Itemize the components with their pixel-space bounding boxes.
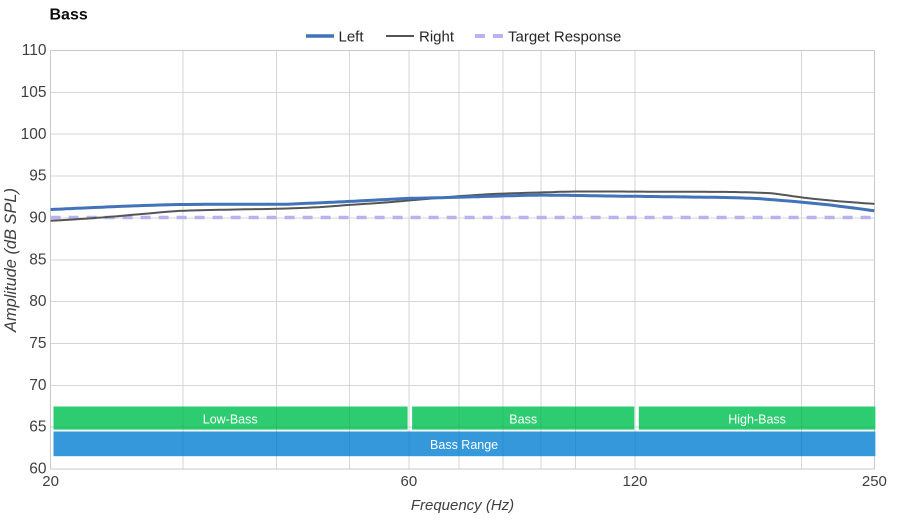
- svg-text:120: 120: [622, 473, 647, 490]
- svg-text:90: 90: [29, 210, 47, 227]
- svg-text:95: 95: [29, 168, 46, 185]
- svg-text:Low-Bass: Low-Bass: [203, 412, 258, 426]
- svg-text:Amplitude (dB SPL): Amplitude (dB SPL): [2, 188, 20, 333]
- svg-text:80: 80: [29, 293, 47, 310]
- svg-text:105: 105: [21, 84, 47, 101]
- svg-text:250: 250: [862, 473, 887, 490]
- svg-text:60: 60: [401, 473, 418, 490]
- svg-text:Bass: Bass: [50, 6, 88, 23]
- svg-text:75: 75: [29, 335, 46, 352]
- svg-text:20: 20: [42, 473, 59, 490]
- svg-text:100: 100: [21, 126, 47, 143]
- svg-text:70: 70: [29, 377, 47, 394]
- svg-text:60: 60: [29, 461, 47, 478]
- svg-text:85: 85: [29, 251, 46, 268]
- svg-text:110: 110: [22, 42, 47, 59]
- svg-text:65: 65: [29, 419, 46, 436]
- svg-text:High-Bass: High-Bass: [728, 412, 786, 426]
- svg-text:Target Response: Target Response: [508, 28, 621, 45]
- svg-text:Right: Right: [419, 28, 455, 45]
- svg-text:Bass Range: Bass Range: [430, 438, 498, 452]
- svg-text:Bass: Bass: [509, 412, 537, 426]
- svg-text:Frequency (Hz): Frequency (Hz): [411, 497, 514, 514]
- svg-text:Left: Left: [339, 28, 365, 45]
